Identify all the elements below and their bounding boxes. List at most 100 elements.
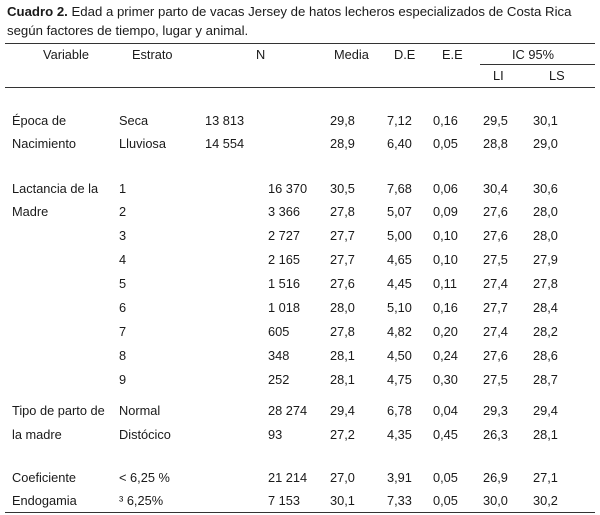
cell-ee: 0,24 <box>433 348 458 363</box>
cell-ee: 0,04 <box>433 403 458 418</box>
cell-variable: Nacimiento <box>12 136 77 151</box>
cell-ls: 28,4 <box>533 300 558 315</box>
cell-n: 7 153 <box>268 493 301 508</box>
cell-de: 6,78 <box>387 403 412 418</box>
cell-ee: 0,06 <box>433 181 458 196</box>
cell-li: 30,4 <box>483 181 508 196</box>
cell-n: 2 165 <box>268 252 301 267</box>
cell-estrato: 4 <box>119 252 127 267</box>
cell-ee: 0,05 <box>433 136 458 151</box>
cell-li: 27,5 <box>483 252 508 267</box>
cell-ee: 0,16 <box>433 300 458 315</box>
cell-de: 7,68 <box>387 181 412 196</box>
cell-n: 14 554 <box>205 136 245 151</box>
cell-n: 13 813 <box>205 113 245 128</box>
cell-ee: 0,11 <box>433 276 457 291</box>
cell-li: 29,3 <box>483 403 508 418</box>
header-n: N <box>256 47 266 62</box>
cell-ls: 28,1 <box>533 427 558 442</box>
cell-de: 5,00 <box>387 228 412 243</box>
cell-variable: Endogamia <box>12 493 77 508</box>
cell-li: 27,6 <box>483 204 508 219</box>
bottom-rule <box>5 512 595 513</box>
cell-n: 348 <box>268 348 290 363</box>
cell-ee: 0,10 <box>433 252 458 267</box>
cell-ee: 0,10 <box>433 228 458 243</box>
cell-estrato: 2 <box>119 204 127 219</box>
cell-variable: Coeficiente <box>12 470 77 485</box>
cell-media: 27,7 <box>330 228 355 243</box>
cell-de: 5,10 <box>387 300 412 315</box>
cell-ls: 27,8 <box>533 276 558 291</box>
cell-n: 1 018 <box>268 300 301 315</box>
cell-ee: 0,30 <box>433 372 458 387</box>
header-ls: LS <box>549 68 565 83</box>
cell-de: 7,33 <box>387 493 412 508</box>
cell-de: 7,12 <box>387 113 412 128</box>
cell-variable: Lactancia de la <box>12 181 99 196</box>
cell-ee: 0,09 <box>433 204 458 219</box>
cell-variable: Madre <box>12 204 49 219</box>
cell-ee: 0,16 <box>433 113 458 128</box>
cell-ls: 30,1 <box>533 113 558 128</box>
header-bottom-rule <box>5 87 595 88</box>
cell-n: 16 370 <box>268 181 308 196</box>
cell-ls: 28,2 <box>533 324 558 339</box>
table-caption: Cuadro 2. Edad a primer parto de vacas J… <box>7 2 595 40</box>
header-de: D.E <box>394 47 416 62</box>
cell-estrato: 1 <box>119 181 127 196</box>
cell-de: 3,91 <box>387 470 412 485</box>
cell-media: 29,8 <box>330 113 355 128</box>
cell-ee: 0,45 <box>433 427 458 442</box>
cell-media: 27,7 <box>330 252 355 267</box>
cell-n: 605 <box>268 324 290 339</box>
cell-li: 28,8 <box>483 136 508 151</box>
cell-estrato: 3 <box>119 228 127 243</box>
cell-media: 28,0 <box>330 300 355 315</box>
cell-de: 5,07 <box>387 204 412 219</box>
cell-estrato: 5 <box>119 276 127 291</box>
cell-n: 3 366 <box>268 204 301 219</box>
header-li: LI <box>493 68 504 83</box>
cell-de: 4,65 <box>387 252 412 267</box>
cell-ls: 29,4 <box>533 403 558 418</box>
cell-n: 93 <box>268 427 283 442</box>
cell-media: 30,5 <box>330 181 355 196</box>
cell-de: 4,75 <box>387 372 412 387</box>
cell-li: 27,7 <box>483 300 508 315</box>
cell-estrato: 7 <box>119 324 127 339</box>
cell-estrato: < 6,25 % <box>119 470 170 485</box>
cell-media: 27,8 <box>330 204 355 219</box>
cell-n: 1 516 <box>268 276 301 291</box>
cell-li: 30,0 <box>483 493 508 508</box>
cell-ls: 29,0 <box>533 136 558 151</box>
header-media: Media <box>334 47 369 62</box>
cell-ls: 30,6 <box>533 181 558 196</box>
cell-n: 252 <box>268 372 290 387</box>
cell-ls: 27,9 <box>533 252 558 267</box>
cell-ls: 28,6 <box>533 348 558 363</box>
cell-media: 27,0 <box>330 470 355 485</box>
cell-li: 27,5 <box>483 372 508 387</box>
cell-estrato: ³ 6,25% <box>119 493 164 508</box>
cell-estrato: Distócico <box>119 427 171 442</box>
header-ee: E.E <box>442 47 463 62</box>
cell-li: 27,4 <box>483 324 508 339</box>
cell-li: 26,9 <box>483 470 508 485</box>
cell-media: 28,1 <box>330 348 355 363</box>
cell-estrato: Lluviosa <box>119 136 166 151</box>
cell-li: 27,6 <box>483 348 508 363</box>
cell-variable: Época de <box>12 113 67 128</box>
cell-de: 4,82 <box>387 324 412 339</box>
cell-ee: 0,05 <box>433 470 458 485</box>
cell-ls: 28,7 <box>533 372 558 387</box>
cell-media: 28,9 <box>330 136 355 151</box>
cell-de: 6,40 <box>387 136 412 151</box>
cell-variable: Tipo de parto de <box>12 403 105 418</box>
cell-media: 27,6 <box>330 276 355 291</box>
cell-ee: 0,20 <box>433 324 458 339</box>
cell-variable: la madre <box>12 427 62 442</box>
cell-media: 27,2 <box>330 427 355 442</box>
cell-estrato: Seca <box>119 113 149 128</box>
top-rule <box>5 43 595 44</box>
